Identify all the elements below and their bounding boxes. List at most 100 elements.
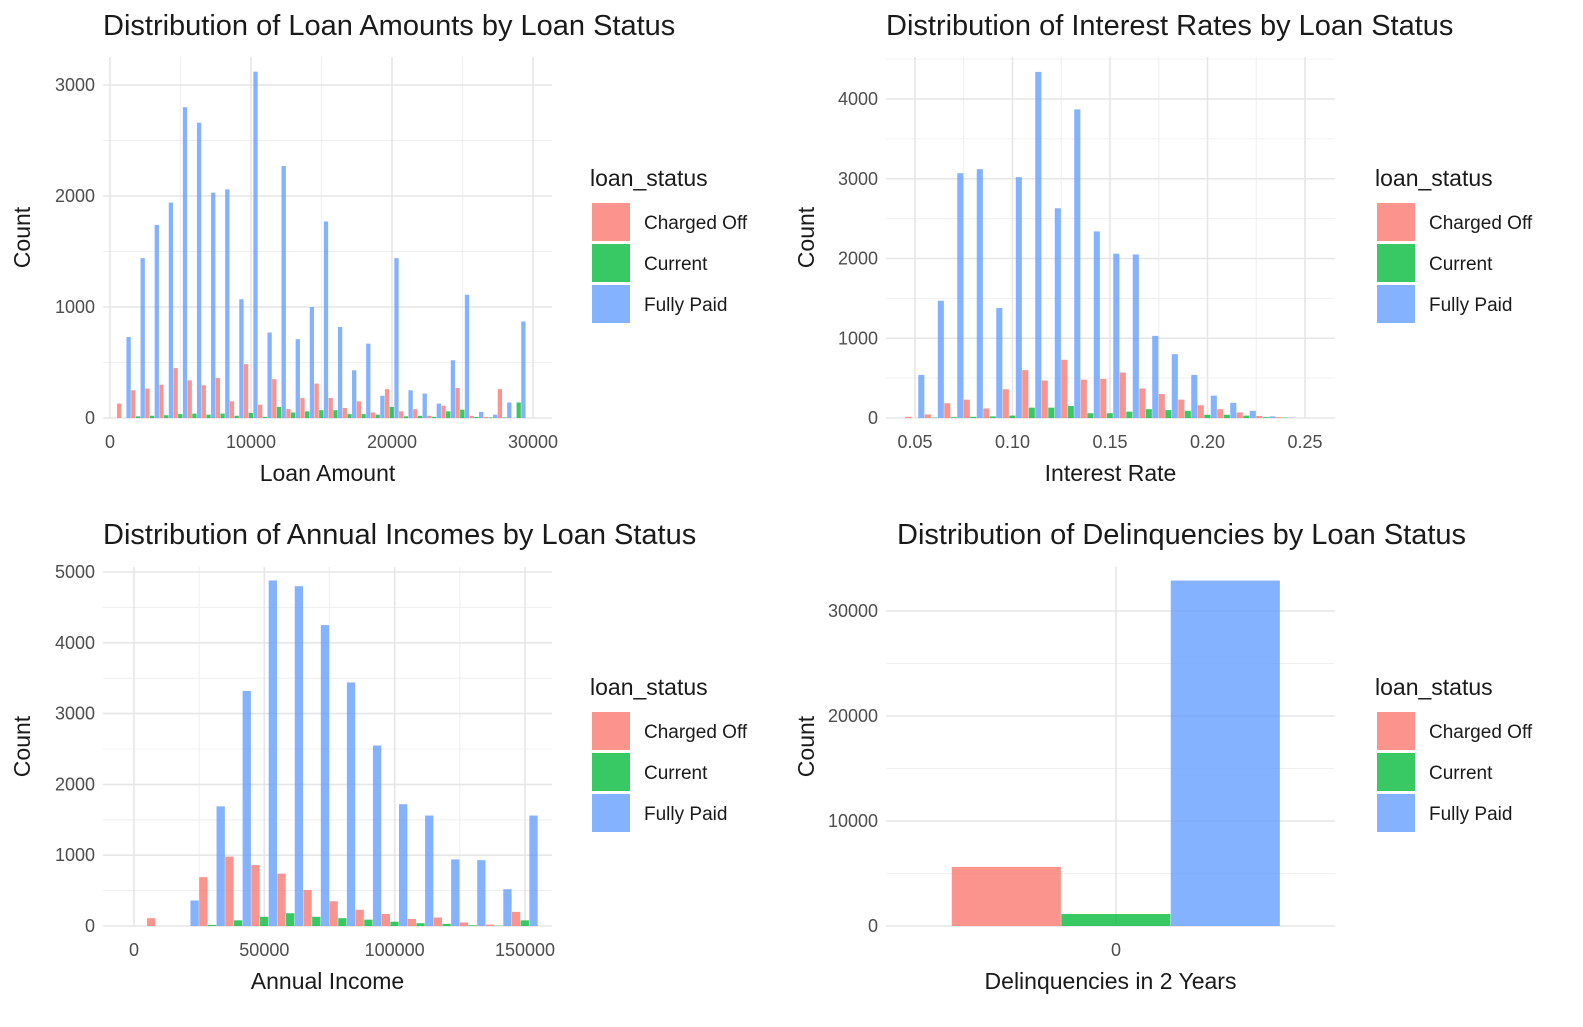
- bar-current: [1262, 417, 1269, 418]
- bar-fully-paid: [394, 258, 399, 418]
- bar-fully-paid: [323, 221, 329, 418]
- bar-current: [220, 413, 225, 418]
- bar-charged-off: [1256, 416, 1263, 418]
- interest-rate-panel: 0 1000 2000 3000 4000 0.05 0.10 0.15 0.20 0.25 Dis…: [793, 10, 1533, 486]
- bar-fully-paid: [1132, 254, 1139, 418]
- bar-fully-paid: [1230, 402, 1237, 418]
- y-tick-label: 5000: [55, 562, 95, 582]
- bar-fully-paid: [211, 192, 216, 418]
- y-tick-label: 4000: [55, 633, 95, 653]
- bar-fully-paid: [140, 258, 145, 418]
- bar-fully-paid: [507, 402, 512, 418]
- bar-charged-off: [963, 399, 970, 418]
- legend-key-fully-paid: [1377, 794, 1415, 832]
- y-axis-title: Count: [9, 206, 35, 268]
- bar-charged-off: [905, 416, 912, 418]
- bar-fully-paid: [372, 745, 382, 926]
- bar-fully-paid: [529, 815, 538, 926]
- y-tick-label: 30000: [828, 601, 878, 621]
- bar-fully-paid: [352, 370, 357, 418]
- legend-label: Charged Off: [644, 213, 748, 234]
- bar-current: [474, 416, 479, 418]
- legend-label: Fully Paid: [1429, 804, 1512, 825]
- x-tick-label: 30000: [508, 432, 558, 452]
- bar-charged-off: [433, 917, 443, 926]
- bar-current: [248, 413, 253, 418]
- bar-fully-paid: [1035, 71, 1042, 418]
- bar-current: [468, 925, 477, 926]
- bar-fully-paid: [225, 189, 230, 418]
- bar-current: [1028, 407, 1035, 418]
- y-tick-label: 2000: [838, 249, 878, 269]
- bar-charged-off: [951, 866, 1061, 926]
- bar-fully-paid: [1152, 335, 1159, 418]
- bar-fully-paid: [1170, 580, 1280, 926]
- x-tick-label: 0: [1111, 940, 1121, 960]
- bar-current: [1223, 414, 1230, 418]
- bar-fully-paid: [309, 307, 315, 418]
- x-axis-title: Annual Income: [251, 968, 404, 994]
- bar-current: [305, 411, 310, 418]
- bar-current: [1009, 415, 1016, 418]
- y-tick-label: 0: [868, 916, 878, 936]
- bar-current: [286, 913, 295, 926]
- x-axis-title: Loan Amount: [260, 460, 396, 486]
- y-tick-label: 0: [868, 408, 878, 428]
- bar-fully-paid: [464, 294, 470, 418]
- bar-current: [390, 921, 399, 926]
- legend-title: loan_status: [590, 674, 708, 700]
- bar-fully-paid: [1249, 410, 1256, 418]
- bar-charged-off: [199, 877, 208, 926]
- x-tick-label: 0.15: [1092, 432, 1127, 452]
- legend-key-current: [592, 753, 630, 791]
- bar-current: [1126, 411, 1133, 418]
- bar-fully-paid: [1210, 395, 1217, 418]
- bar-charged-off: [511, 911, 521, 926]
- bar-fully-paid: [937, 300, 944, 418]
- bar-fully-paid: [337, 326, 343, 418]
- x-axis-title: Delinquencies in 2 Years: [985, 968, 1237, 994]
- bar-fully-paid: [957, 173, 964, 418]
- bar-fully-paid: [1054, 208, 1061, 418]
- y-tick-label: 1000: [55, 297, 95, 317]
- bar-charged-off: [147, 918, 156, 926]
- bar-charged-off: [455, 388, 460, 418]
- bar-fully-paid: [268, 580, 277, 926]
- bar-charged-off: [1119, 372, 1126, 418]
- y-tick-label: 2000: [55, 186, 95, 206]
- delinquencies-panel: 0 10000 20000 30000 0 Distribution of Delinqu…: [793, 519, 1533, 994]
- legend-label: Current: [1429, 254, 1493, 275]
- bar-charged-off: [329, 901, 338, 926]
- bar-current: [488, 417, 493, 418]
- legend-key-fully-paid: [592, 285, 630, 323]
- bar-charged-off: [459, 922, 469, 926]
- y-tick-label: 1000: [55, 845, 95, 865]
- bar-fully-paid: [126, 336, 131, 418]
- bar-charged-off: [117, 403, 122, 418]
- legend-label: Charged Off: [1429, 722, 1533, 743]
- x-axis-title: Interest Rate: [1045, 460, 1177, 486]
- bar-fully-paid: [1191, 374, 1198, 418]
- y-axis-title: Count: [9, 715, 35, 777]
- bar-fully-paid: [294, 586, 304, 926]
- legend-label: Fully Paid: [644, 804, 727, 825]
- legend-title: loan_status: [1375, 165, 1493, 191]
- bar-fully-paid: [425, 815, 434, 926]
- y-axis-title: Count: [793, 206, 819, 268]
- legend-key-fully-paid: [592, 794, 630, 832]
- bar-current: [347, 414, 352, 418]
- bar-fully-paid: [1093, 231, 1100, 418]
- bar-current: [446, 411, 451, 418]
- bar-charged-off: [441, 405, 446, 418]
- bar-charged-off: [225, 856, 234, 926]
- x-tick-label: 0.25: [1287, 432, 1322, 452]
- bar-fully-paid: [380, 395, 385, 418]
- bar-charged-off: [485, 924, 495, 926]
- chart-title: Distribution of Delinquencies by Loan St…: [897, 519, 1466, 551]
- bar-current: [364, 919, 373, 926]
- bar-fully-paid: [253, 71, 258, 419]
- bar-charged-off: [469, 415, 474, 418]
- bar-fully-paid: [346, 682, 356, 926]
- bar-fully-paid: [408, 390, 413, 418]
